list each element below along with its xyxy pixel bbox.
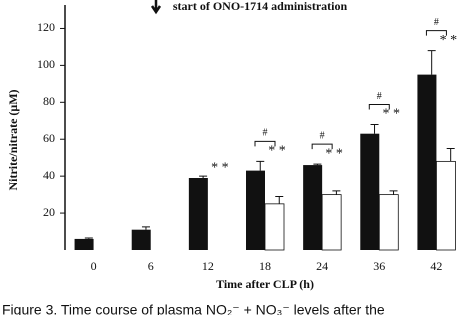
x-tick-label: 6 — [148, 259, 154, 273]
y-tick-label: 100 — [37, 57, 55, 71]
bracket — [311, 143, 333, 150]
significance-hash: # — [434, 17, 439, 28]
x-tick-label: 24 — [316, 259, 328, 273]
x-tick-label: 42 — [430, 259, 442, 273]
bar — [74, 238, 94, 250]
significance-star: * * — [325, 146, 343, 161]
significance-hash: # — [320, 130, 325, 141]
y-tick-label: 40 — [43, 168, 55, 182]
error-bar — [389, 190, 398, 195]
x-tick-label: 36 — [373, 259, 385, 273]
significance-star: * * — [268, 144, 286, 159]
error-bar — [313, 163, 322, 166]
y-tick-label: 60 — [43, 131, 55, 145]
error-bar — [256, 160, 265, 171]
significance-hash: # — [263, 128, 268, 139]
y-tick-label: 80 — [43, 94, 55, 108]
x-tick-label: 12 — [202, 259, 214, 273]
y-axis-label: Nitrite/nitrate (μM) — [6, 89, 20, 190]
y-tick-label: 120 — [37, 20, 55, 34]
bar — [246, 170, 265, 250]
error-bar — [370, 123, 379, 134]
error-bar — [199, 175, 208, 178]
bracket — [425, 30, 447, 36]
bracket — [368, 103, 390, 110]
x-tick-label: 18 — [259, 259, 271, 273]
bar — [303, 165, 323, 250]
error-bar — [141, 226, 150, 230]
top-note: start of ONO-1714 administration — [173, 0, 348, 13]
bracket — [254, 140, 276, 147]
significance-star: * * — [211, 160, 229, 175]
error-bar — [446, 147, 455, 162]
x-tick-label: 0 — [91, 259, 97, 273]
x-axis-label: Time after CLP (h) — [216, 277, 314, 291]
caption: Figure 3. Time course of plasma NO₂⁻ + N… — [2, 302, 385, 315]
significance-star: * * — [440, 33, 458, 48]
error-bar — [427, 50, 436, 75]
bar — [321, 194, 342, 251]
error-bar — [275, 195, 284, 204]
error-bar — [84, 237, 93, 239]
bar — [264, 203, 285, 251]
bar — [360, 133, 380, 250]
arrow — [150, 0, 162, 15]
bar — [417, 74, 437, 250]
y-tick-label: 20 — [43, 205, 55, 219]
bar — [188, 178, 208, 250]
bar — [378, 194, 399, 251]
error-bar — [332, 190, 341, 195]
significance-star: * * — [383, 107, 401, 122]
bar — [131, 229, 151, 250]
significance-hash: # — [377, 91, 382, 102]
bar — [436, 160, 456, 251]
